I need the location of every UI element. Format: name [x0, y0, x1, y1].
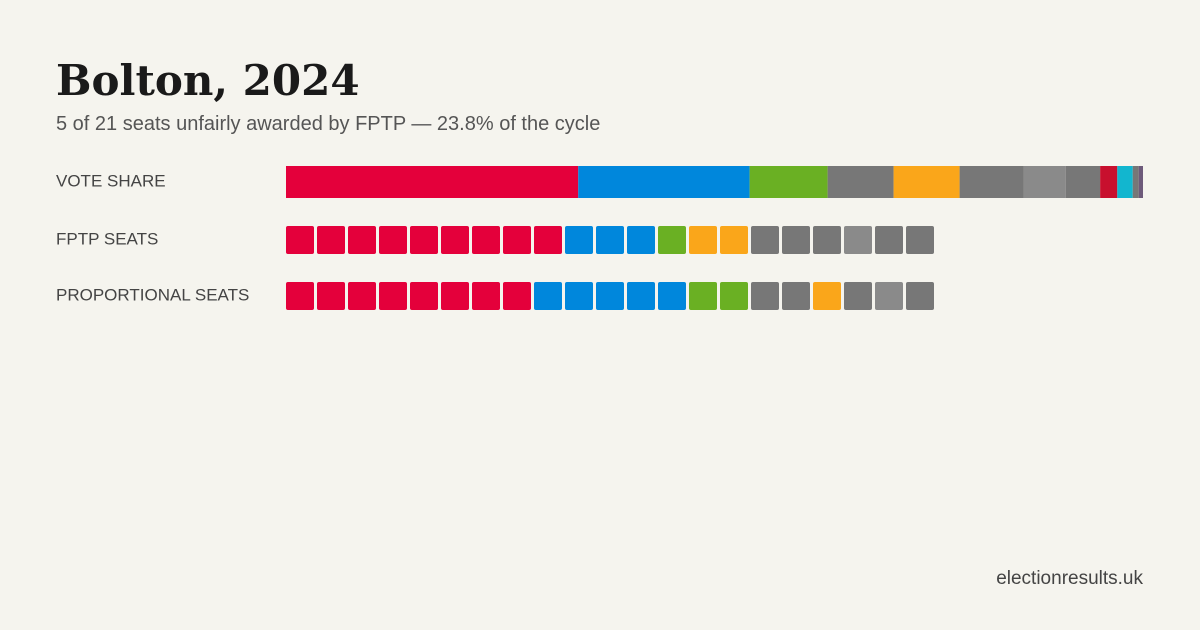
seat	[286, 226, 314, 254]
vote-segment	[1065, 166, 1101, 198]
seat	[534, 282, 562, 310]
seat	[720, 226, 748, 254]
footer: electionresults.uk	[996, 568, 1143, 589]
seat	[751, 282, 779, 310]
seat	[875, 226, 903, 254]
vote-segment	[959, 166, 1024, 198]
seat	[472, 282, 500, 310]
vote-segment	[1138, 166, 1143, 198]
seat	[906, 282, 934, 310]
vote-segment	[1132, 166, 1139, 198]
seat	[658, 226, 686, 254]
seat	[627, 226, 655, 254]
seat	[441, 226, 469, 254]
seat	[286, 282, 314, 310]
seat	[844, 282, 872, 310]
seat	[565, 226, 593, 254]
seat	[472, 226, 500, 254]
seat	[565, 282, 593, 310]
seat	[348, 282, 376, 310]
seat	[813, 226, 841, 254]
vote-segment	[827, 166, 894, 198]
vote-segment	[1023, 166, 1066, 198]
seat	[534, 226, 562, 254]
seat	[627, 282, 655, 310]
vote-segment	[749, 166, 828, 198]
vote-segment	[1117, 166, 1133, 198]
row-label: FPTP SEATS	[56, 229, 158, 248]
seat	[844, 226, 872, 254]
seat	[906, 226, 934, 254]
row-label: PROPORTIONAL SEATS	[56, 285, 249, 304]
seat	[410, 226, 438, 254]
seat	[751, 226, 779, 254]
seat	[596, 226, 624, 254]
seat	[379, 282, 407, 310]
seat	[317, 226, 345, 254]
seat	[503, 282, 531, 310]
subtitle: 5 of 21 seats unfairly awarded by FPTP —…	[56, 113, 600, 135]
seat	[379, 226, 407, 254]
seat	[503, 226, 531, 254]
seat	[441, 282, 469, 310]
title: Bolton, 2024	[56, 56, 360, 105]
seat	[813, 282, 841, 310]
vote-segment	[1100, 166, 1118, 198]
row-label: VOTE SHARE	[56, 171, 166, 190]
seat	[689, 226, 717, 254]
seat	[317, 282, 345, 310]
vote-segment	[893, 166, 960, 198]
seat	[720, 282, 748, 310]
seat	[782, 282, 810, 310]
vote-segment	[578, 166, 750, 198]
seat	[410, 282, 438, 310]
vote-segment	[286, 166, 579, 198]
seat	[689, 282, 717, 310]
seat	[875, 282, 903, 310]
seat	[782, 226, 810, 254]
seat	[348, 226, 376, 254]
seat	[658, 282, 686, 310]
seat	[596, 282, 624, 310]
